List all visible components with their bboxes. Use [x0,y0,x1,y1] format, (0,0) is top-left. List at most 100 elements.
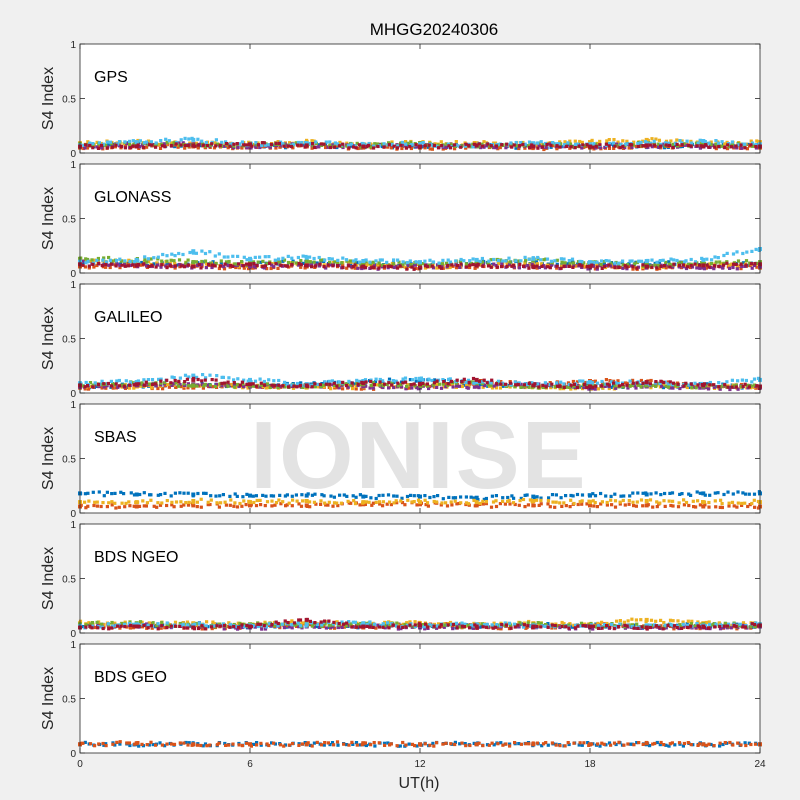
data-point [120,263,124,267]
data-point [575,380,579,384]
y-tick-label: 1 [70,400,76,411]
data-point [290,256,294,260]
data-point [704,266,708,270]
data-point [752,492,757,496]
data-point [539,502,543,506]
data-point [119,259,123,263]
data-point [259,260,263,264]
data-point [406,263,410,267]
data-point [387,143,391,147]
data-point [389,146,393,150]
data-point [287,385,291,389]
data-point [392,385,396,390]
chart-title: MHGG20240306 [370,20,499,39]
data-point [194,141,199,145]
data-point [363,266,368,270]
data-point [206,503,210,507]
data-point [739,143,743,147]
data-point [602,382,606,386]
data-point [671,499,675,503]
data-point [528,145,532,150]
data-point [423,259,427,263]
data-point [744,492,748,496]
data-point [585,143,589,147]
data-point [408,145,412,149]
data-point [211,622,215,627]
data-point [621,498,625,503]
data-point [380,263,385,267]
data-point [527,266,531,270]
data-point [618,622,622,626]
data-point [151,383,155,387]
data-point [676,382,680,386]
data-point [197,621,201,626]
data-point [111,382,115,386]
data-point [616,140,620,144]
data-point [639,498,644,502]
data-point [383,624,387,628]
data-point [740,146,744,150]
data-point [743,382,747,386]
data-point [351,259,356,263]
data-point [174,264,178,268]
data-point [327,257,331,261]
data-point [232,381,236,385]
data-point [542,258,546,262]
data-point [435,379,439,383]
data-point [214,138,218,142]
data-point [729,626,733,630]
data-point [91,383,95,387]
data-point [357,143,362,147]
data-point [568,261,572,265]
data-point [231,384,235,388]
y-tick-label: 0 [70,509,76,520]
data-point [124,379,128,383]
data-point [191,373,196,378]
data-point [113,491,117,495]
data-point [232,504,236,508]
data-point [462,259,466,263]
data-point [88,384,92,389]
data-point [401,260,405,264]
data-point [361,259,366,263]
data-point [546,499,550,503]
data-point [200,249,204,253]
data-point [141,145,146,149]
data-point [219,262,223,266]
data-point [472,498,476,502]
data-point [718,387,722,391]
data-point [448,377,452,381]
data-point [684,381,688,385]
data-point [644,617,649,622]
data-point [90,624,94,628]
data-point [392,265,396,270]
data-point [578,379,582,383]
data-point [425,265,430,269]
data-point [673,383,677,387]
data-point [701,139,706,143]
data-point [371,386,375,390]
data-point [669,257,673,261]
data-point [422,625,426,629]
data-point [182,382,186,386]
data-point [385,260,389,264]
data-point [141,262,146,266]
data-point [96,256,100,261]
data-point [623,503,627,507]
data-point [550,493,555,497]
data-point [728,266,732,270]
data-point [498,146,502,150]
data-point [204,376,208,380]
data-point [566,141,570,145]
data-point [172,141,176,145]
data-point [111,624,115,628]
data-point [161,387,165,391]
data-point [494,146,498,150]
data-point [382,265,387,269]
data-point [182,265,187,269]
data-point [191,137,196,142]
data-point [613,499,618,503]
data-point [248,144,252,149]
data-point [460,621,464,625]
